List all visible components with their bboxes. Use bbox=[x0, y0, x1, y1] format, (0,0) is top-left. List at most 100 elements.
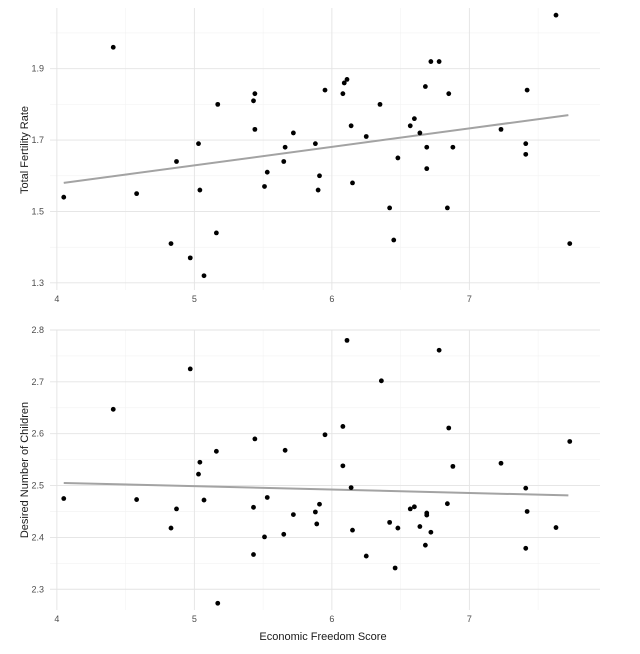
data-point bbox=[553, 12, 559, 18]
data-point bbox=[524, 87, 530, 93]
data-point bbox=[523, 485, 529, 491]
data-point bbox=[187, 255, 193, 261]
data-point bbox=[407, 123, 413, 129]
data-point bbox=[134, 191, 140, 197]
data-point bbox=[290, 130, 296, 136]
x-tick-label: 6 bbox=[329, 614, 334, 624]
data-point bbox=[444, 205, 450, 211]
data-point bbox=[348, 123, 354, 129]
data-point bbox=[348, 485, 354, 491]
data-point bbox=[282, 144, 288, 150]
data-point bbox=[61, 496, 67, 501]
data-point bbox=[436, 59, 442, 64]
data-point bbox=[450, 144, 456, 150]
data-point bbox=[411, 116, 417, 122]
data-point bbox=[436, 347, 442, 353]
panel-2-y-axis-title: Desired Number of Children bbox=[19, 402, 31, 538]
y-tick-label: 2.8 bbox=[31, 325, 44, 335]
trend-line bbox=[63, 481, 569, 497]
data-point bbox=[168, 241, 174, 246]
data-point bbox=[61, 194, 67, 200]
y-tick-label: 2.5 bbox=[31, 481, 44, 491]
y-tick-label: 2.4 bbox=[31, 532, 44, 542]
data-point bbox=[197, 187, 203, 193]
desired-children-panel: 4 5 6 7 2.3 2.4 2.5 2.6 2.7 2.8 bbox=[31, 325, 600, 624]
data-point bbox=[387, 519, 393, 525]
data-point bbox=[196, 141, 201, 147]
data-point bbox=[252, 126, 258, 132]
data-point bbox=[363, 553, 369, 559]
data-point bbox=[322, 87, 328, 93]
data-point bbox=[524, 509, 530, 514]
data-point bbox=[395, 155, 401, 161]
data-point bbox=[312, 509, 318, 515]
data-point bbox=[444, 501, 450, 507]
data-point bbox=[407, 506, 413, 512]
data-point bbox=[553, 525, 559, 530]
data-point bbox=[187, 366, 193, 372]
data-point bbox=[523, 141, 529, 147]
data-point bbox=[424, 144, 430, 150]
data-point bbox=[215, 600, 221, 606]
data-point bbox=[110, 44, 116, 50]
data-point bbox=[391, 237, 397, 243]
data-point bbox=[317, 173, 322, 179]
data-point bbox=[110, 406, 116, 412]
y-tick-label: 1.9 bbox=[31, 64, 44, 74]
data-point bbox=[262, 184, 267, 189]
data-point bbox=[315, 187, 321, 193]
data-point bbox=[251, 552, 256, 557]
x-tick-label: 4 bbox=[54, 614, 59, 624]
data-point bbox=[262, 534, 267, 540]
y-tick-label: 1.5 bbox=[31, 206, 44, 216]
data-point bbox=[450, 463, 456, 469]
data-point bbox=[197, 459, 203, 465]
x-tick-label: 5 bbox=[192, 614, 197, 624]
x-tick-label: 5 bbox=[192, 294, 197, 304]
data-point bbox=[417, 524, 423, 529]
data-point bbox=[422, 84, 428, 89]
x-tick-label: 6 bbox=[329, 294, 334, 304]
data-point bbox=[424, 166, 430, 172]
data-point bbox=[392, 565, 398, 571]
x-tick-label: 7 bbox=[467, 294, 472, 304]
data-point bbox=[213, 448, 219, 454]
y-tick-label: 2.7 bbox=[31, 377, 44, 387]
data-point bbox=[377, 101, 383, 107]
data-point bbox=[312, 141, 318, 147]
data-point bbox=[314, 521, 320, 527]
data-point bbox=[446, 425, 452, 431]
data-point bbox=[213, 230, 219, 236]
data-point bbox=[341, 80, 347, 86]
data-point bbox=[428, 529, 434, 535]
data-point bbox=[201, 497, 207, 503]
data-point bbox=[174, 506, 179, 512]
data-point bbox=[446, 91, 452, 97]
data-point bbox=[344, 337, 350, 343]
data-point bbox=[251, 504, 256, 510]
data-point bbox=[282, 447, 288, 453]
data-point bbox=[523, 545, 529, 551]
y-tick-label: 1.3 bbox=[31, 278, 44, 288]
data-point bbox=[281, 159, 287, 164]
data-point bbox=[264, 495, 270, 500]
data-point bbox=[344, 76, 350, 82]
data-point bbox=[340, 91, 346, 97]
data-point bbox=[290, 512, 296, 517]
data-point bbox=[134, 497, 140, 502]
data-point bbox=[252, 91, 258, 97]
data-point bbox=[322, 432, 328, 438]
x-axis-title: Economic Freedom Score bbox=[259, 631, 386, 643]
data-point bbox=[350, 527, 355, 533]
y-tick-label: 2.6 bbox=[31, 429, 44, 439]
data-point bbox=[417, 130, 423, 136]
data-point bbox=[174, 159, 179, 164]
data-point bbox=[251, 98, 256, 104]
data-point bbox=[317, 501, 322, 507]
data-point bbox=[498, 126, 504, 132]
panel-1-y-axis-title: Total Fertility Rate bbox=[19, 106, 31, 194]
data-point bbox=[281, 531, 287, 537]
data-point bbox=[424, 512, 430, 518]
data-point bbox=[350, 180, 355, 186]
trend-line bbox=[63, 114, 569, 184]
